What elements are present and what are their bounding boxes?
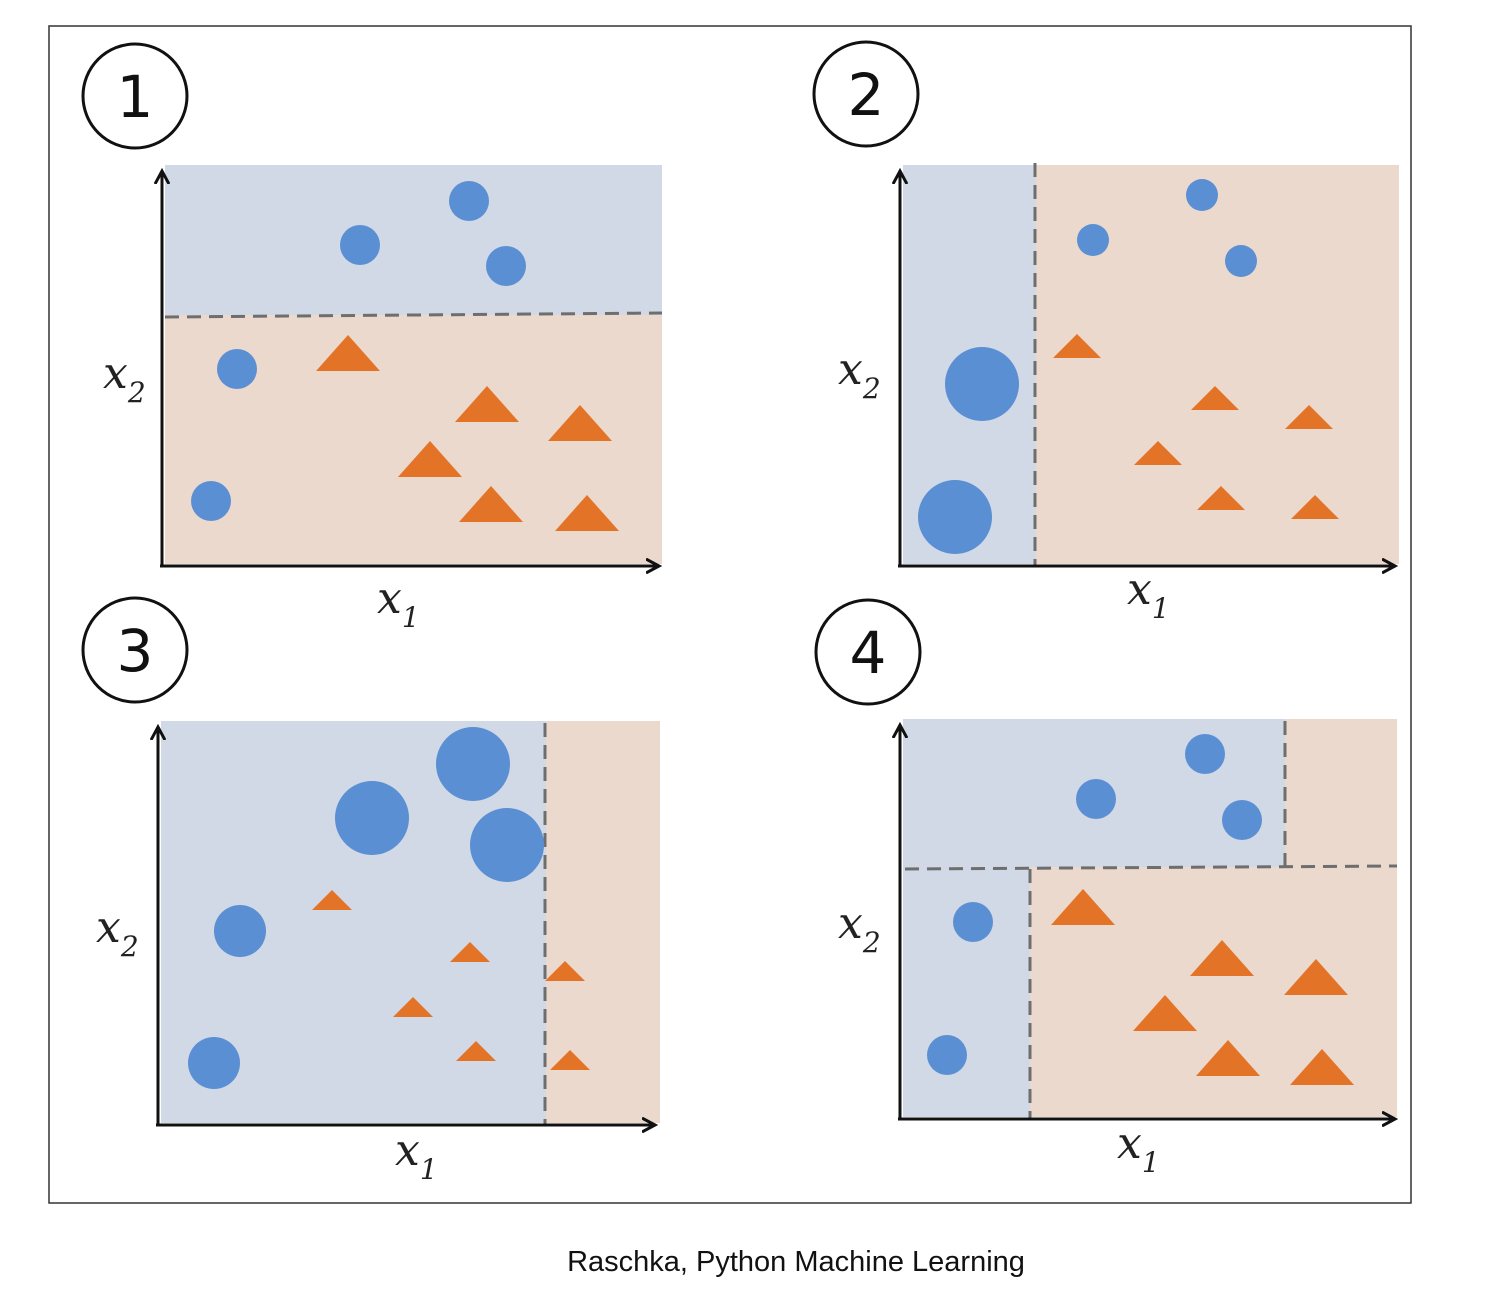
panel-number: 1	[117, 63, 154, 131]
circle-marker	[1225, 245, 1257, 277]
circle-marker	[927, 1035, 967, 1075]
x-axis-label: x1	[1117, 1118, 1160, 1179]
blue-region	[165, 165, 662, 315]
triangle-marker	[459, 486, 523, 522]
panel-2: 2 x1 x2	[812, 40, 1399, 625]
triangle-marker	[450, 942, 490, 962]
triangle-marker	[456, 1041, 496, 1061]
circle-marker	[335, 781, 409, 855]
circle-marker	[953, 902, 993, 942]
orange-region	[1285, 719, 1397, 867]
triangle-marker	[550, 1050, 590, 1070]
triangle-marker	[1197, 486, 1245, 510]
triangle-marker	[393, 997, 433, 1017]
x-axis-label: x1	[395, 1125, 438, 1186]
panel-number: 3	[117, 617, 154, 685]
decision-boundary	[904, 864, 1398, 871]
circle-marker	[1222, 800, 1262, 840]
triangle-marker	[1290, 1049, 1354, 1085]
circle-marker	[449, 181, 489, 221]
triangle-marker	[398, 441, 462, 477]
circle-marker	[191, 481, 231, 521]
panel-number-badge	[812, 40, 920, 148]
triangle-marker	[1190, 940, 1254, 976]
panel-3: 3 x1 x2	[81, 596, 660, 1186]
panel-4: 4 x1 x2	[814, 598, 1398, 1179]
x-axis-label: x1	[377, 573, 420, 634]
triangle-marker	[1134, 441, 1182, 465]
panel-number-badge	[814, 598, 922, 706]
triangle-marker	[312, 890, 352, 910]
y-axis-label: x2	[103, 348, 146, 409]
panel-number: 4	[850, 619, 887, 687]
y-axis-label: x2	[96, 902, 139, 963]
circle-marker	[918, 480, 992, 554]
triangle-marker	[555, 495, 619, 531]
circle-marker	[217, 349, 257, 389]
triangle-marker	[316, 335, 380, 371]
circle-marker	[214, 905, 266, 957]
triangle-marker	[1291, 495, 1339, 519]
triangle-marker	[1196, 1040, 1260, 1076]
y-axis-label: x2	[838, 344, 881, 405]
triangle-marker	[1285, 405, 1333, 429]
panel-1: 1 x1 x2	[81, 42, 663, 634]
triangle-marker	[1051, 889, 1115, 925]
decision-boundary	[164, 311, 663, 319]
x-axis-label: x1	[1127, 564, 1170, 625]
circle-marker	[340, 225, 380, 265]
triangle-marker	[548, 405, 612, 441]
triangle-marker	[1191, 386, 1239, 410]
circle-marker	[1077, 224, 1109, 256]
triangle-marker	[1284, 959, 1348, 995]
circle-marker	[470, 808, 544, 882]
circle-marker	[436, 727, 510, 801]
triangle-marker	[1133, 995, 1197, 1031]
circle-marker	[486, 246, 526, 286]
circle-marker	[188, 1037, 240, 1089]
circle-marker	[1186, 179, 1218, 211]
triangle-marker	[1053, 334, 1101, 358]
circle-marker	[1185, 734, 1225, 774]
y-axis-label: x2	[838, 898, 881, 959]
panel-number-badge	[81, 42, 189, 150]
circle-marker	[945, 347, 1019, 421]
figure-caption: Raschka, Python Machine Learning	[567, 1246, 1025, 1278]
panel-number-badge	[81, 596, 189, 704]
triangle-marker	[545, 961, 585, 981]
panel-number: 2	[848, 61, 885, 129]
circle-marker	[1076, 779, 1116, 819]
triangle-marker	[455, 386, 519, 422]
figure-border	[48, 25, 1412, 1204]
